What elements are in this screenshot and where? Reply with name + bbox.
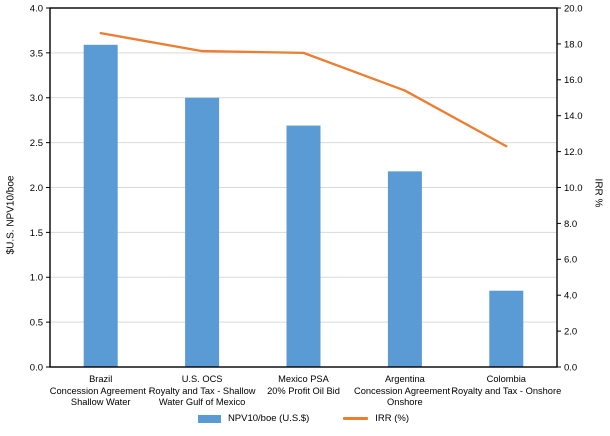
- right-axis-tick-label: 14.0: [564, 111, 583, 122]
- left-axis-tick-label: 2.5: [30, 138, 43, 149]
- category-label-mexico: Mexico PSA 20% Profit Oil Bid: [267, 374, 340, 396]
- irr-line: [99, 31, 508, 148]
- left-axis-title: $U.S. NPV10/boe: [5, 175, 17, 255]
- right-axis-tick-label: 20.0: [564, 3, 583, 14]
- bar-2: [286, 125, 321, 367]
- right-axis-tick-label: 2.0: [564, 327, 577, 338]
- right-axis-tick-label: 6.0: [564, 255, 577, 266]
- right-axis-title: IRR %: [592, 178, 604, 208]
- plot-border: [49, 7, 558, 368]
- right-axis-tick-label: 8.0: [564, 219, 577, 230]
- bar-series-swatch-icon: [197, 414, 221, 423]
- left-axis-tick-label: 0.0: [30, 362, 43, 373]
- chart-legend: NPV10/boe (U.S.$) IRR (%): [50, 413, 557, 424]
- left-axis-tick-label: 1.5: [30, 228, 43, 239]
- bar-4: [489, 290, 524, 367]
- right-axis-tick-label: 18.0: [564, 39, 583, 50]
- legend-item-npv: NPV10/boe (U.S.$): [197, 413, 310, 424]
- bar-0: [83, 44, 118, 368]
- category-label-colombia: Colombia Royalty and Tax - Onshore: [451, 374, 562, 396]
- legend-label-npv: NPV10/boe (U.S.$): [227, 413, 310, 424]
- left-axis-tick-label: 3.0: [30, 93, 43, 104]
- left-axis-tick-label: 4.0: [30, 3, 43, 14]
- right-axis-tick-label: 0.0: [564, 362, 577, 373]
- right-axis-tick-label: 4.0: [564, 291, 577, 302]
- left-axis-tick-label: 0.5: [30, 318, 43, 329]
- right-axis-tick-label: 12.0: [564, 147, 583, 158]
- line-series-swatch-icon: [343, 417, 369, 420]
- left-axis-tick-label: 2.0: [30, 183, 43, 194]
- category-label-brazil: Brazil Concession Agreement - Shallow Wa…: [49, 374, 152, 407]
- left-axis-tick-label: 3.5: [30, 48, 43, 59]
- bar-3: [387, 171, 422, 367]
- legend-item-irr: IRR (%): [343, 413, 409, 424]
- category-label-us-ocs: U.S. OCS Royalty and Tax - Shallow Water…: [148, 374, 256, 407]
- right-axis-tick-label: 10.0: [564, 183, 583, 194]
- left-axis-tick-label: 1.0: [30, 273, 43, 284]
- right-axis-tick-label: 16.0: [564, 75, 583, 86]
- category-label-argentina: Argentina Concession Agreement - Onshore: [353, 374, 456, 407]
- bar-1: [185, 97, 220, 367]
- legend-label-irr: IRR (%): [375, 413, 410, 424]
